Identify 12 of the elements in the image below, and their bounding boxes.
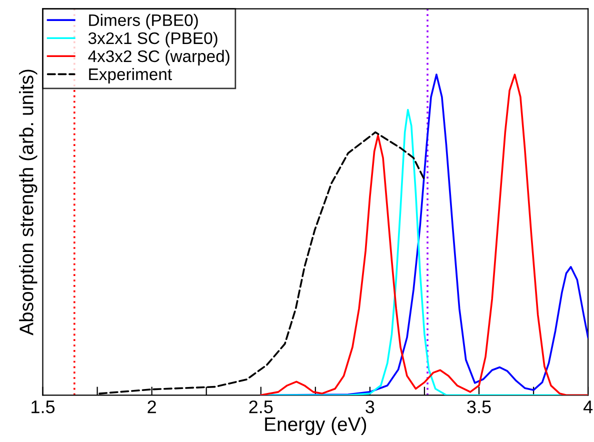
legend-label: Experiment bbox=[89, 68, 172, 84]
x-tick-label: 4 bbox=[583, 400, 593, 414]
legend-label: 3x2x1 SC (PBE0) bbox=[88, 32, 218, 48]
y-axis-title: Absorption strength (arb. units) bbox=[19, 70, 38, 336]
x-axis-title: Energy (eV) bbox=[265, 416, 366, 435]
x-tick-label: 3 bbox=[366, 400, 374, 414]
x-tick-label: 2.5 bbox=[249, 400, 273, 414]
x-tick-label: 2 bbox=[148, 400, 156, 414]
legend-label: Dimers (PBE0) bbox=[89, 14, 198, 30]
legend-label: 4x3x2 SC (warped) bbox=[88, 50, 230, 66]
x-tick-label: 3.5 bbox=[467, 400, 491, 414]
x-tick-label: 1.5 bbox=[32, 400, 55, 414]
